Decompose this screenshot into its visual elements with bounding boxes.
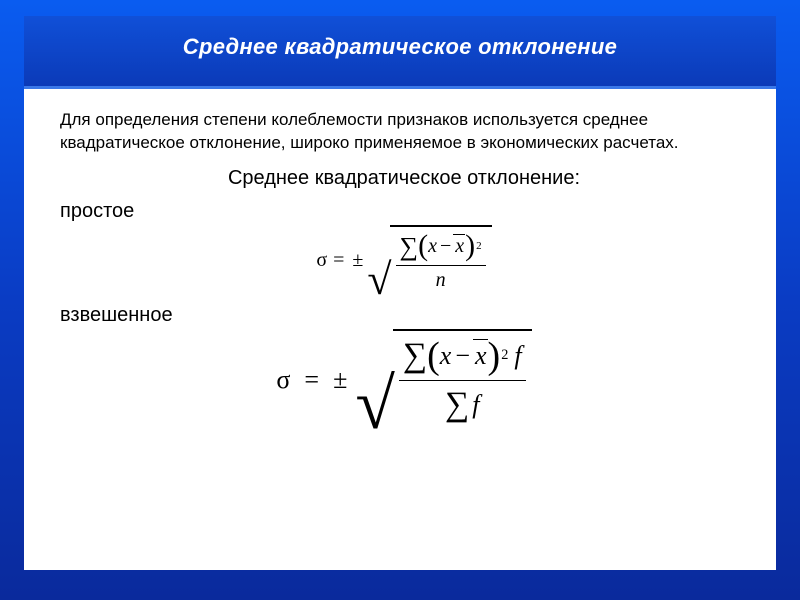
subtitle: Среднее квадратическое отклонение: bbox=[60, 165, 748, 192]
x-bar-letter: x bbox=[475, 341, 487, 370]
fraction: ∑ ( x − x ) 2 bbox=[396, 228, 486, 295]
minus-symbol: − bbox=[440, 233, 451, 260]
sqrt-expression: √ ∑ ( x − x bbox=[367, 225, 491, 296]
x-variable: x bbox=[428, 233, 437, 260]
variant-label-simple: простое bbox=[60, 198, 748, 225]
sqrt-icon: √ bbox=[355, 379, 395, 429]
overline-icon bbox=[473, 339, 488, 340]
overline-icon bbox=[453, 234, 465, 235]
sqrt-icon: √ bbox=[367, 265, 391, 296]
x-bar: x bbox=[474, 338, 488, 373]
slide: Среднее квадратическое отклонение Для оп… bbox=[24, 16, 776, 570]
plus-minus-symbol: ± bbox=[333, 362, 347, 397]
sigma-symbol: σ bbox=[276, 362, 294, 397]
radicand: ∑ ( x − x ) 2 bbox=[393, 329, 532, 430]
right-paren: ) bbox=[465, 234, 475, 258]
formula-weighted: σ = ± √ ∑ ( x − bbox=[60, 329, 748, 430]
presentation-frame: Среднее квадратическое отклонение Для оп… bbox=[0, 0, 800, 600]
radicand: ∑ ( x − x ) 2 bbox=[390, 225, 492, 296]
plus-minus-symbol: ± bbox=[352, 247, 363, 274]
variant-label-weighted: взвешенное bbox=[60, 302, 748, 329]
left-paren: ( bbox=[427, 341, 440, 371]
slide-body: Для определения степени колеблемости при… bbox=[24, 89, 776, 570]
exponent-2: 2 bbox=[501, 346, 508, 365]
sqrt-expression: √ ∑ ( x − x bbox=[355, 329, 531, 430]
minus-symbol: − bbox=[455, 338, 470, 373]
x-variable: x bbox=[440, 338, 452, 373]
slide-title-text: Среднее квадратическое отклонение bbox=[183, 34, 617, 59]
sum-icon: ∑ bbox=[400, 229, 419, 264]
slide-title-band: Среднее квадратическое отклонение bbox=[24, 16, 776, 89]
n-variable: n bbox=[436, 267, 446, 294]
weight-f: f bbox=[514, 338, 521, 373]
numerator: ∑ ( x − x ) 2 bbox=[396, 228, 486, 265]
numerator: ∑ ( x − x ) 2 bbox=[399, 332, 526, 380]
x-bar: x bbox=[454, 233, 465, 260]
weight-f-den: f bbox=[472, 387, 479, 422]
sum-icon: ∑ bbox=[403, 333, 427, 379]
sigma-symbol: σ bbox=[316, 247, 327, 274]
right-paren: ) bbox=[488, 341, 501, 371]
fraction: ∑ ( x − x ) 2 bbox=[399, 332, 526, 429]
denominator: ∑ f bbox=[441, 381, 483, 429]
exponent-2: 2 bbox=[476, 239, 482, 254]
sum-icon: ∑ bbox=[445, 382, 469, 428]
intro-paragraph: Для определения степени колеблемости при… bbox=[60, 109, 748, 155]
left-paren: ( bbox=[418, 234, 428, 258]
equals-symbol: = bbox=[304, 362, 319, 397]
denominator: n bbox=[432, 266, 450, 295]
formula-simple: σ = ± √ ∑ ( x − bbox=[60, 225, 748, 296]
equals-symbol: = bbox=[333, 247, 344, 274]
x-bar-letter: x bbox=[455, 235, 464, 257]
